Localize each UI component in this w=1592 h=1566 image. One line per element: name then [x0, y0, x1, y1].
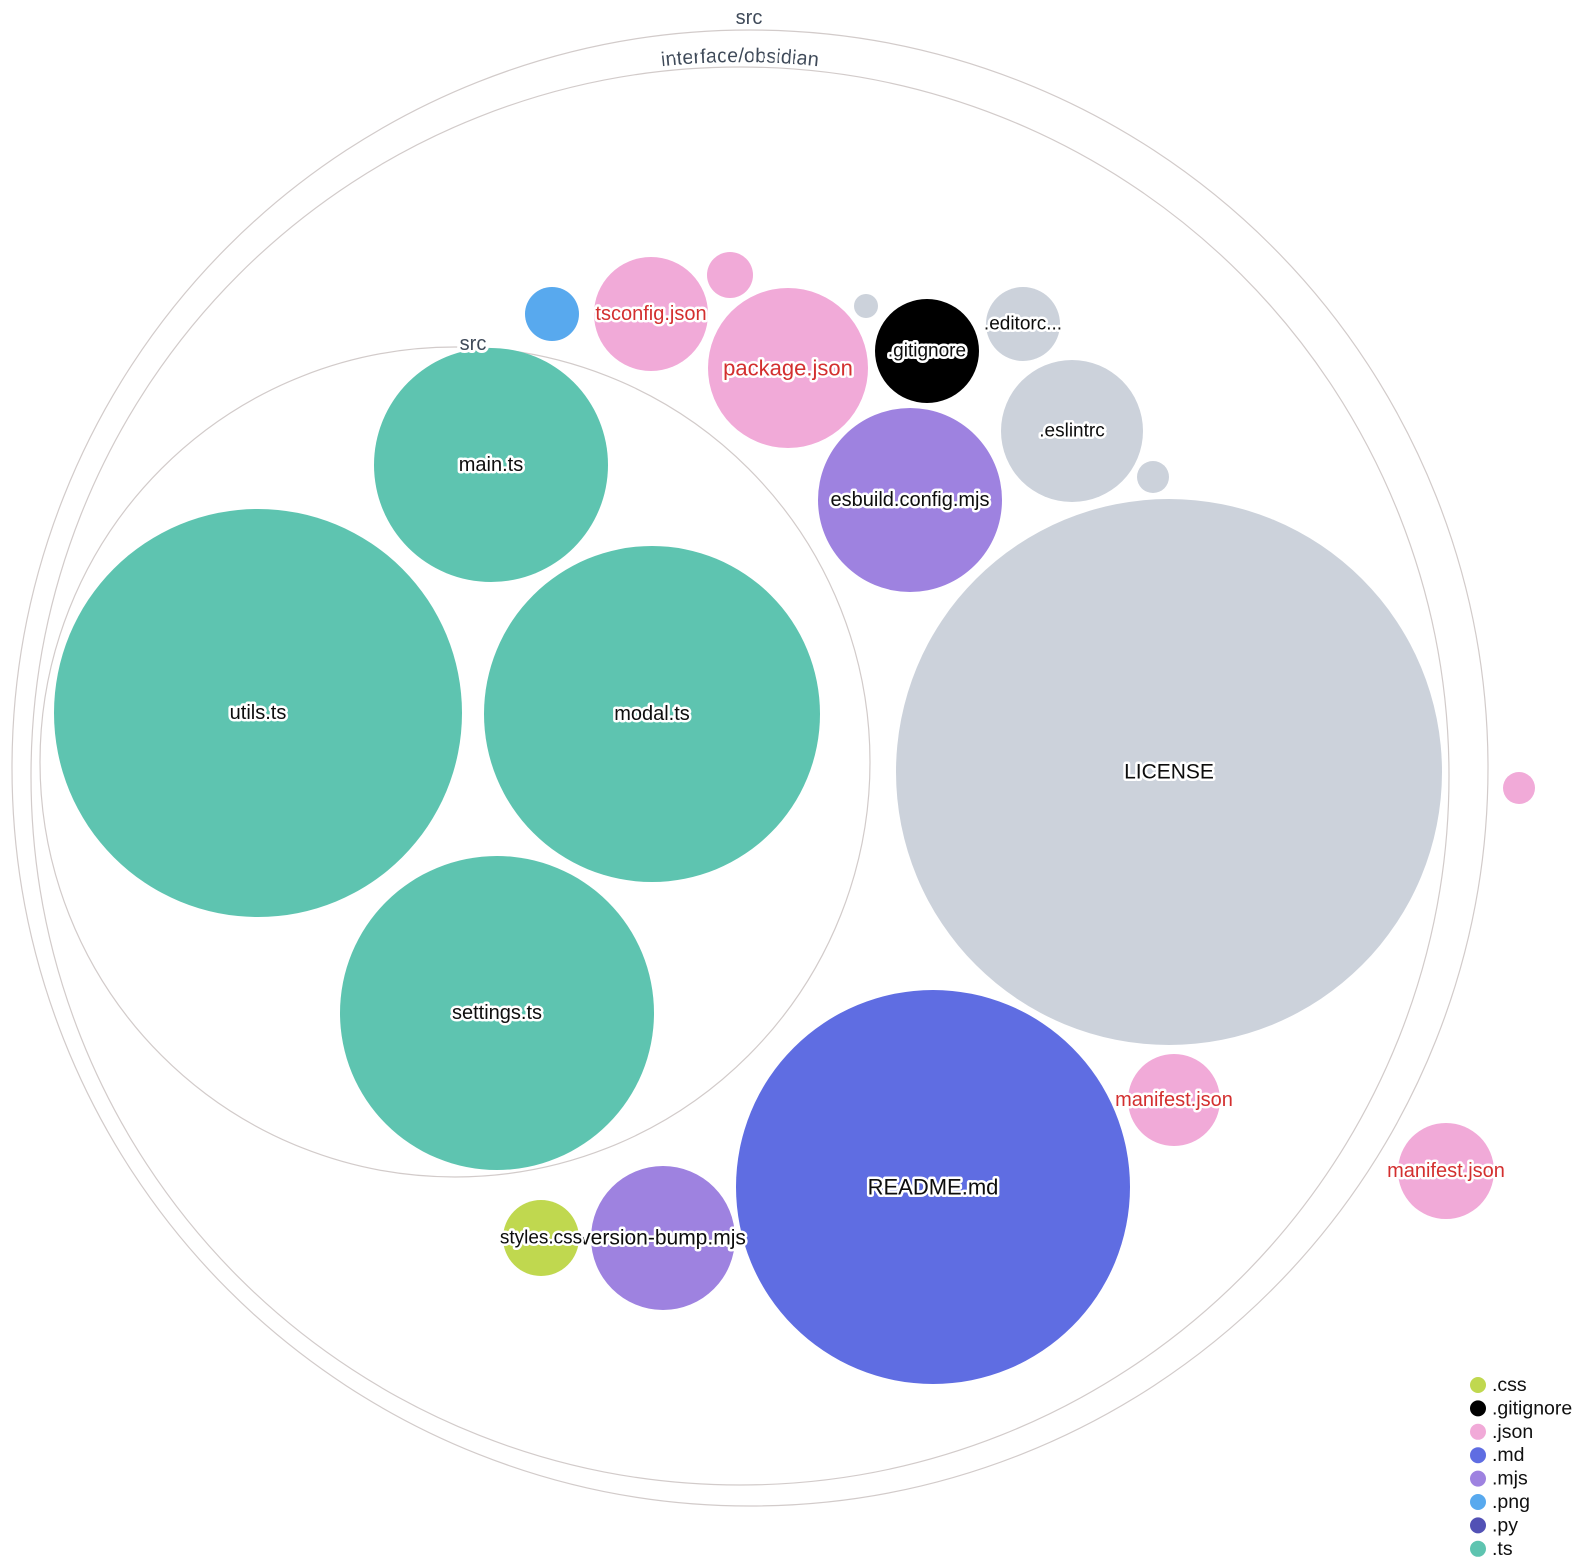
- legend-swatch-json: [1470, 1423, 1486, 1440]
- legend-label-gitignore: .gitignore: [1492, 1397, 1572, 1419]
- file-bubble-package.json[interactable]: [708, 288, 868, 448]
- file-dot-_gray-866[interactable]: [854, 294, 878, 318]
- file-bubble-manifest.json[interactable]: [1128, 1054, 1220, 1146]
- file-bubble-manifest.json[interactable]: [1398, 1123, 1494, 1219]
- file-bubble-version-bump.mjs[interactable]: [591, 1166, 735, 1310]
- file-bubble-README.md[interactable]: [736, 990, 1130, 1384]
- legend-label-md: .md: [1492, 1444, 1525, 1466]
- file-bubble-utils.ts[interactable]: [54, 509, 462, 917]
- file-dot-json-1519[interactable]: [1503, 772, 1535, 804]
- file-dot-png-552[interactable]: [525, 287, 579, 341]
- file-label-manifest.json: manifest.json: [1115, 1089, 1233, 1111]
- file-label-.editorc...: .editorc...: [984, 314, 1062, 335]
- legend-label-py: .py: [1492, 1514, 1518, 1536]
- file-label-LICENSE: LICENSE: [1124, 761, 1214, 784]
- file-label-modal.ts: modal.ts: [614, 703, 690, 725]
- file-label-esbuild.config.mjs: esbuild.config.mjs: [831, 489, 990, 511]
- file-label-utils.ts: utils.ts: [230, 702, 287, 724]
- legend-swatch-py: [1470, 1517, 1486, 1534]
- file-label-tsconfig.json: tsconfig.json: [595, 303, 706, 325]
- dir-label-interface-obsidian: interface/obsidian: [660, 45, 820, 71]
- legend-swatch-css: [1470, 1377, 1486, 1393]
- file-bubble-modal.ts[interactable]: [484, 546, 820, 882]
- legend-label-mjs: .mjs: [1492, 1468, 1528, 1490]
- legend-label-css: .css: [1492, 1374, 1527, 1396]
- file-bubble-.gitignore[interactable]: [875, 299, 979, 403]
- legend-swatch-png: [1470, 1494, 1486, 1510]
- legend-label-ts: .ts: [1492, 1538, 1513, 1560]
- file-bubble-.eslintrc[interactable]: [1001, 360, 1143, 502]
- dir-label-src-inner: src: [460, 333, 487, 355]
- file-label-package.json: package.json: [723, 356, 853, 381]
- legend-swatch-mjs: [1470, 1470, 1486, 1487]
- file-label-styles.css: styles.css: [500, 1228, 582, 1249]
- legend-swatch-gitignore: [1470, 1400, 1486, 1417]
- legend-swatch-md: [1470, 1447, 1486, 1464]
- file-label-.eslintrc: .eslintrc: [1039, 421, 1104, 442]
- file-bubble-esbuild.config.mjs[interactable]: [818, 408, 1002, 592]
- file-bubble-.editorc...[interactable]: [986, 287, 1060, 361]
- legend: .css.gitignore.json.md.mjs.png.py.ts: [1470, 1374, 1572, 1560]
- file-label-.gitignore: .gitignore: [888, 341, 966, 362]
- legend-swatch-ts: [1470, 1540, 1486, 1557]
- file-bubble-main.ts[interactable]: [374, 348, 608, 582]
- file-label-settings.ts: settings.ts: [452, 1002, 542, 1024]
- file-label-main.ts: main.ts: [459, 454, 523, 476]
- file-bubble-LICENSE[interactable]: [896, 499, 1442, 1045]
- file-bubble-tsconfig.json[interactable]: [594, 257, 708, 371]
- file-label-README.md: README.md: [868, 1175, 999, 1200]
- legend-label-png: .png: [1492, 1491, 1530, 1513]
- file-bubble-styles.css[interactable]: [503, 1200, 579, 1276]
- legend-label-json: .json: [1492, 1421, 1533, 1443]
- file-label-manifest.json: manifest.json: [1387, 1160, 1505, 1182]
- file-bubble-settings.ts[interactable]: [340, 856, 654, 1170]
- file-label-version-bump.mjs: version-bump.mjs: [580, 1227, 746, 1250]
- file-dot-json-730[interactable]: [707, 252, 753, 298]
- dir-label-src-outer: src: [736, 7, 763, 29]
- file-dot-_gray-1153[interactable]: [1137, 461, 1169, 493]
